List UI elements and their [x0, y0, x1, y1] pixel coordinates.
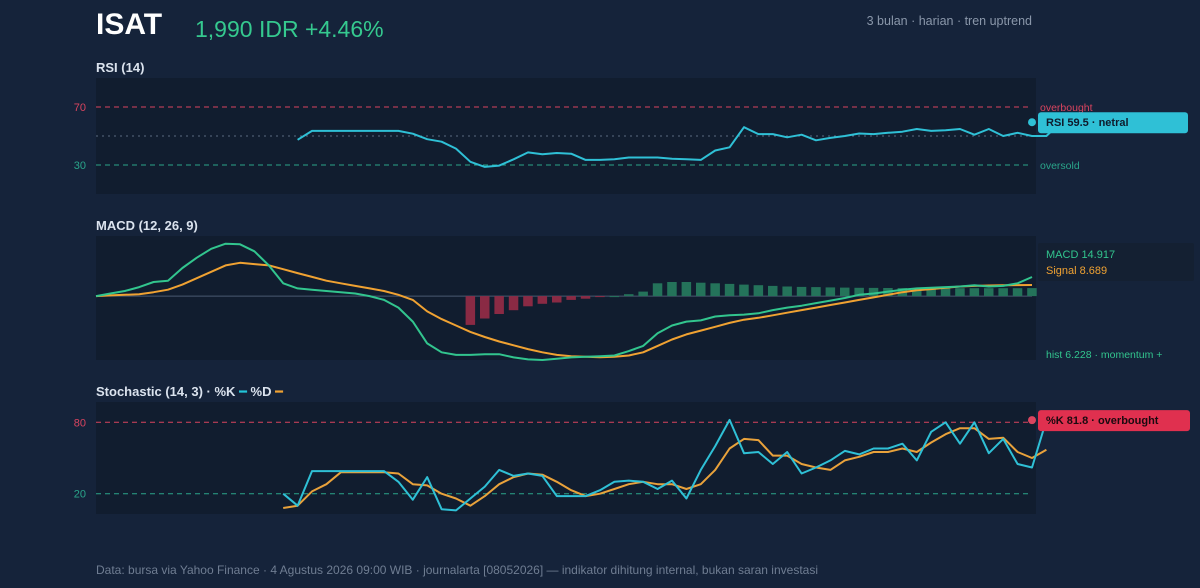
macd-hist-bar	[681, 282, 692, 297]
macd-hist-bar	[739, 284, 749, 297]
macd-hist-bar	[652, 283, 663, 297]
signal-value-label: Signal 8.689	[1046, 265, 1107, 277]
stoch-panel-title: Stochastic (14, 3) · %K ━ %D ━	[96, 384, 283, 400]
signal-line	[95, 261, 1033, 359]
macd-hist-bar	[494, 296, 504, 314]
chart-meta: 3 bulan · harian · tren uptrend	[866, 14, 1032, 28]
rsi-badge-label: RSI 59.5 · netral	[1046, 117, 1129, 129]
stoch-k-line	[282, 418, 1048, 512]
macd-hist-bar	[1027, 288, 1037, 297]
d-legend-swatch: ━	[275, 384, 283, 399]
macd-readout-box	[1038, 243, 1194, 281]
macd-hist-bar	[926, 288, 936, 297]
macd-value-label: MACD 14.917	[1046, 249, 1115, 261]
macd-hist-bar	[595, 296, 605, 298]
macd-hist-bar	[508, 296, 519, 311]
macd-hist-bar	[638, 291, 648, 297]
macd-hist-bar	[868, 287, 879, 297]
macd-hist-bar	[782, 286, 792, 297]
macd-hist-bar	[1012, 288, 1023, 297]
rsi-last-point	[1028, 118, 1036, 127]
macd-hist-bar	[969, 288, 980, 297]
rsi-tick-70: 70	[74, 102, 86, 114]
hist-value-label: hist 6.228 · momentum +	[1046, 349, 1162, 361]
macd-hist-bar	[480, 296, 490, 319]
macd-hist-bar	[580, 296, 591, 299]
stoch-badge	[1038, 410, 1190, 432]
macd-hist-bar	[465, 296, 476, 325]
macd-hist-bar	[710, 283, 720, 297]
stoch-badge-label: %K 81.8 · overbought	[1046, 415, 1159, 427]
macd-hist-bar	[811, 287, 821, 296]
k-legend-swatch: ━	[239, 384, 247, 399]
macd-hist-bar	[624, 294, 634, 297]
macd-hist-bar	[537, 296, 548, 304]
macd-hist-bar	[796, 286, 807, 297]
rsi-tick-30: 30	[74, 160, 86, 172]
macd-hist-bar	[696, 282, 706, 297]
macd-hist-bar	[854, 287, 864, 297]
macd-hist-bar	[912, 288, 922, 297]
macd-hist-bar	[609, 296, 620, 298]
macd-hist-bar	[552, 296, 562, 303]
stoch-plot-area	[96, 402, 1036, 514]
macd-hist-bar	[840, 287, 850, 296]
macd-hist-bar	[984, 288, 994, 297]
rsi-panel-title: RSI (14)	[96, 60, 145, 75]
macd-hist-bar	[768, 285, 778, 297]
rsi-overbought-label: overbought	[1040, 102, 1093, 114]
macd-hist-bar	[825, 287, 836, 297]
macd-hist-bar	[955, 288, 965, 297]
stoch-last-point	[1028, 416, 1036, 425]
macd-panel-title: MACD (12, 26, 9)	[96, 218, 198, 233]
macd-line	[95, 242, 1033, 361]
macd-hist-bar	[667, 282, 677, 297]
macd-hist-bar	[753, 285, 764, 297]
stoch-tick-20: 20	[74, 489, 86, 501]
macd-hist-bar	[566, 296, 576, 300]
footer-source: Data: bursa via Yahoo Finance · 4 Agustu…	[96, 563, 818, 577]
ticker-symbol: ISAT	[96, 8, 163, 41]
macd-hist-bar	[998, 288, 1008, 297]
rsi-line	[297, 121, 1062, 168]
macd-hist-bar	[940, 288, 951, 297]
macd-hist-bar	[523, 296, 533, 307]
macd-hist-bar	[724, 283, 735, 296]
stoch-title-mid: %D	[250, 384, 272, 399]
stoch-tick-80: 80	[74, 417, 86, 429]
stoch-title-prefix: Stochastic (14, 3) · %K	[96, 384, 236, 399]
rsi-oversold-label: oversold	[1040, 160, 1080, 172]
rsi-badge	[1038, 112, 1188, 134]
price-change: 1,990 IDR +4.46%	[195, 16, 384, 42]
macd-plot-area	[96, 236, 1036, 360]
